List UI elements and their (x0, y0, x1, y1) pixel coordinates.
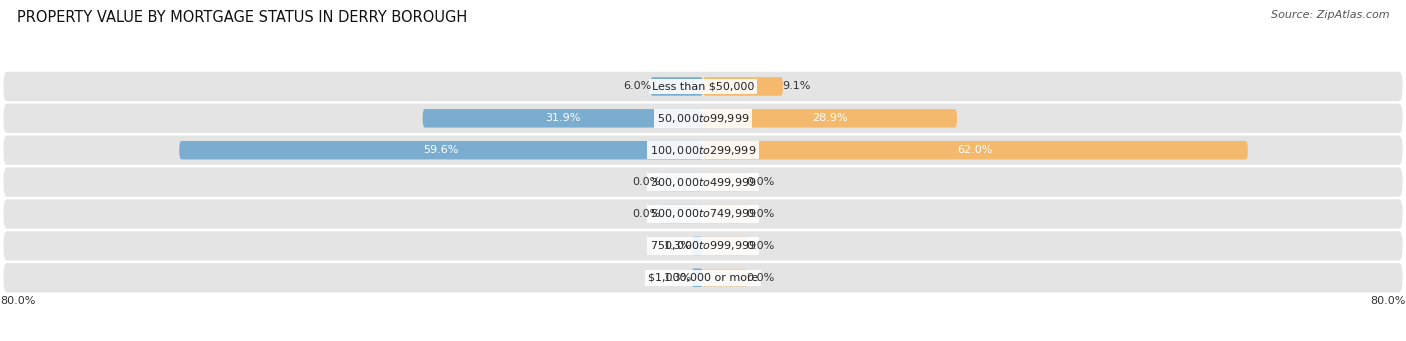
Text: 0.0%: 0.0% (747, 209, 775, 219)
Text: 0.0%: 0.0% (631, 209, 659, 219)
FancyBboxPatch shape (703, 77, 783, 96)
Text: 28.9%: 28.9% (813, 113, 848, 123)
FancyBboxPatch shape (703, 205, 747, 223)
FancyBboxPatch shape (703, 237, 747, 255)
Text: $100,000 to $299,999: $100,000 to $299,999 (650, 144, 756, 157)
FancyBboxPatch shape (423, 109, 703, 128)
FancyBboxPatch shape (692, 237, 703, 255)
Text: 31.9%: 31.9% (546, 113, 581, 123)
FancyBboxPatch shape (4, 199, 1402, 229)
Text: $50,000 to $99,999: $50,000 to $99,999 (657, 112, 749, 125)
FancyBboxPatch shape (650, 77, 703, 96)
FancyBboxPatch shape (703, 173, 747, 191)
FancyBboxPatch shape (4, 136, 1402, 165)
FancyBboxPatch shape (692, 268, 703, 287)
FancyBboxPatch shape (4, 231, 1402, 261)
Text: 59.6%: 59.6% (423, 145, 458, 155)
FancyBboxPatch shape (4, 263, 1402, 293)
Text: Less than $50,000: Less than $50,000 (652, 81, 754, 91)
Text: 62.0%: 62.0% (957, 145, 993, 155)
Text: $750,000 to $999,999: $750,000 to $999,999 (650, 239, 756, 252)
FancyBboxPatch shape (703, 141, 1249, 160)
Text: 80.0%: 80.0% (0, 296, 35, 306)
FancyBboxPatch shape (703, 268, 747, 287)
FancyBboxPatch shape (4, 104, 1402, 133)
Text: $1,000,000 or more: $1,000,000 or more (648, 273, 758, 283)
Text: Source: ZipAtlas.com: Source: ZipAtlas.com (1271, 10, 1389, 20)
Text: 80.0%: 80.0% (1371, 296, 1406, 306)
Text: PROPERTY VALUE BY MORTGAGE STATUS IN DERRY BOROUGH: PROPERTY VALUE BY MORTGAGE STATUS IN DER… (17, 10, 467, 25)
Text: 1.3%: 1.3% (664, 273, 693, 283)
Text: 9.1%: 9.1% (782, 81, 810, 91)
FancyBboxPatch shape (659, 205, 703, 223)
FancyBboxPatch shape (659, 173, 703, 191)
Text: 0.0%: 0.0% (747, 241, 775, 251)
Text: 0.0%: 0.0% (747, 177, 775, 187)
FancyBboxPatch shape (703, 109, 957, 128)
Text: 1.3%: 1.3% (664, 241, 693, 251)
Text: $500,000 to $749,999: $500,000 to $749,999 (650, 207, 756, 221)
FancyBboxPatch shape (180, 141, 703, 160)
Text: 6.0%: 6.0% (623, 81, 651, 91)
FancyBboxPatch shape (4, 72, 1402, 101)
Text: 0.0%: 0.0% (747, 273, 775, 283)
FancyBboxPatch shape (4, 167, 1402, 197)
Text: 0.0%: 0.0% (631, 177, 659, 187)
Text: $300,000 to $499,999: $300,000 to $499,999 (650, 176, 756, 189)
